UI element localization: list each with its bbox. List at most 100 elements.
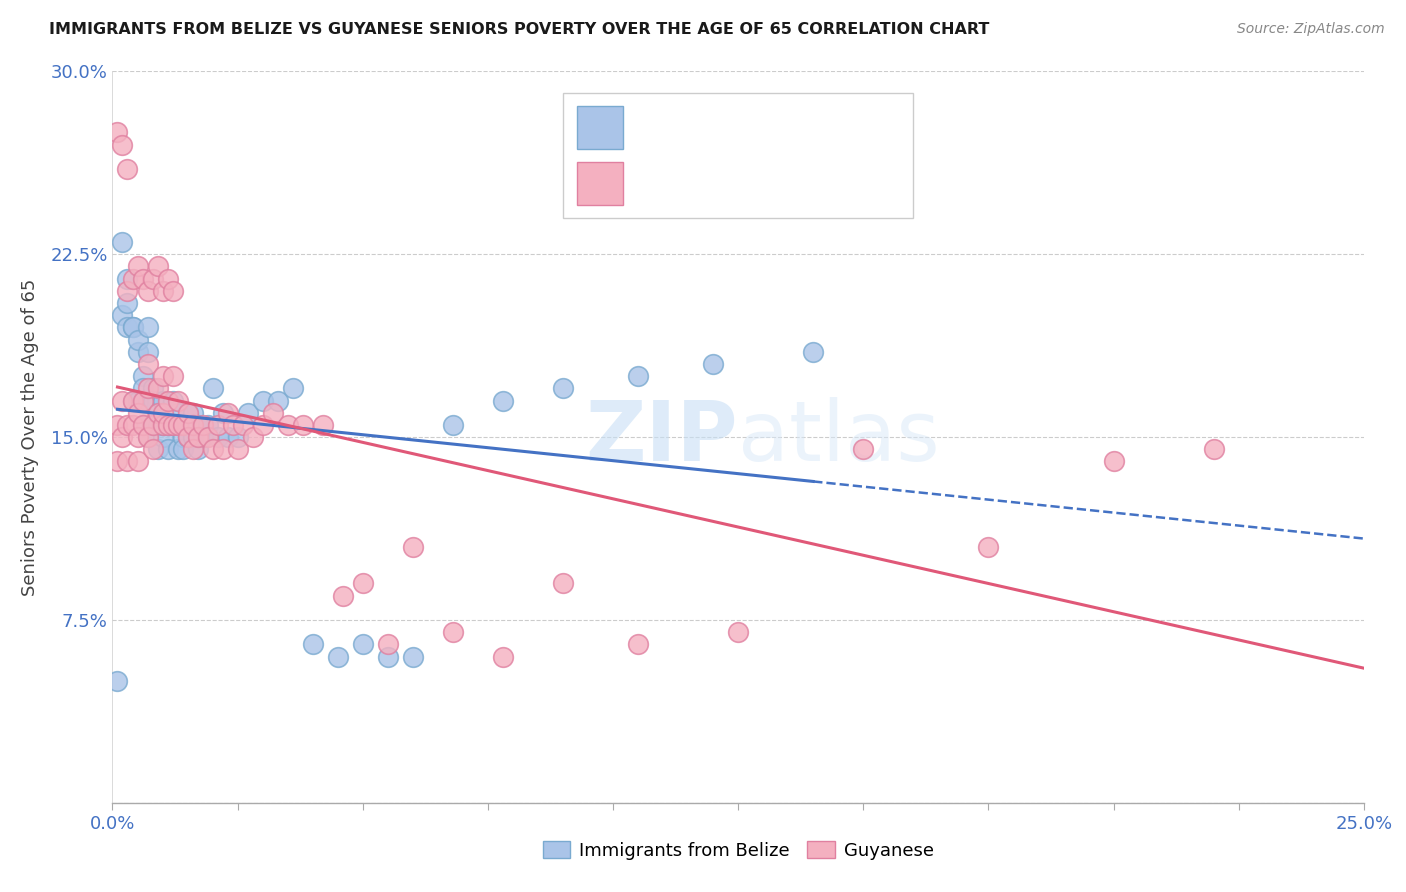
Point	[146, 406, 169, 420]
Point	[197, 417, 219, 432]
Point	[312, 417, 335, 432]
Point	[152, 369, 174, 384]
Point	[166, 393, 188, 408]
Point	[332, 589, 354, 603]
Point	[176, 406, 198, 420]
Point	[242, 430, 264, 444]
Point	[127, 260, 149, 274]
Point	[117, 296, 139, 310]
Point	[207, 417, 229, 432]
Point	[141, 417, 163, 432]
Point	[377, 649, 399, 664]
Text: ZIP: ZIP	[586, 397, 738, 477]
Point	[166, 406, 188, 420]
Point	[146, 406, 169, 420]
Point	[162, 393, 184, 408]
Point	[352, 576, 374, 591]
Point	[146, 417, 169, 432]
Point	[301, 637, 323, 651]
Point	[111, 430, 134, 444]
Point	[152, 393, 174, 408]
Y-axis label: Seniors Poverty Over the Age of 65: Seniors Poverty Over the Age of 65	[21, 278, 39, 596]
Point	[377, 637, 399, 651]
Point	[111, 235, 134, 249]
Point	[181, 417, 204, 432]
Point	[146, 442, 169, 457]
Point	[176, 430, 198, 444]
Point	[852, 442, 875, 457]
Text: IMMIGRANTS FROM BELIZE VS GUYANESE SENIORS POVERTY OVER THE AGE OF 65 CORRELATIO: IMMIGRANTS FROM BELIZE VS GUYANESE SENIO…	[49, 22, 990, 37]
Point	[136, 357, 159, 371]
Point	[107, 125, 129, 139]
Point	[172, 430, 194, 444]
Point	[127, 333, 149, 347]
Point	[121, 393, 143, 408]
Point	[141, 271, 163, 285]
Point	[136, 320, 159, 334]
Point	[127, 454, 149, 468]
Point	[131, 393, 153, 408]
Point	[217, 406, 239, 420]
Point	[226, 442, 249, 457]
Point	[627, 369, 650, 384]
Point	[252, 417, 274, 432]
Point	[277, 417, 299, 432]
Point	[136, 284, 159, 298]
Point	[107, 417, 129, 432]
Point	[162, 284, 184, 298]
Point	[181, 406, 204, 420]
Point	[156, 417, 179, 432]
Point	[232, 417, 254, 432]
Point	[136, 430, 159, 444]
Point	[127, 406, 149, 420]
Legend: Immigrants from Belize, Guyanese: Immigrants from Belize, Guyanese	[536, 834, 941, 867]
Point	[141, 417, 163, 432]
Point	[201, 442, 224, 457]
Point	[121, 320, 143, 334]
Point	[156, 417, 179, 432]
Point	[156, 393, 179, 408]
Point	[191, 417, 214, 432]
Point	[166, 417, 188, 432]
Point	[131, 417, 153, 432]
Point	[172, 417, 194, 432]
Point	[352, 637, 374, 651]
Point	[136, 430, 159, 444]
Point	[551, 381, 574, 395]
Point	[166, 417, 188, 432]
Point	[551, 576, 574, 591]
Point	[156, 271, 179, 285]
Point	[187, 430, 209, 444]
Point	[281, 381, 304, 395]
Point	[162, 417, 184, 432]
Point	[121, 417, 143, 432]
Point	[117, 284, 139, 298]
Point	[111, 308, 134, 322]
Point	[211, 406, 233, 420]
Point	[207, 430, 229, 444]
Point	[226, 430, 249, 444]
Point	[131, 417, 153, 432]
Point	[121, 271, 143, 285]
Point	[156, 417, 179, 432]
Point	[127, 430, 149, 444]
Point	[176, 406, 198, 420]
Point	[197, 430, 219, 444]
Point	[291, 417, 314, 432]
Point	[136, 344, 159, 359]
Point	[236, 406, 259, 420]
Point	[141, 393, 163, 408]
Point	[402, 540, 425, 554]
Point	[1102, 454, 1125, 468]
Point	[211, 442, 233, 457]
Text: Source: ZipAtlas.com: Source: ZipAtlas.com	[1237, 22, 1385, 37]
Point	[117, 417, 139, 432]
Point	[627, 637, 650, 651]
Point	[152, 417, 174, 432]
Point	[702, 357, 724, 371]
Point	[252, 393, 274, 408]
Point	[492, 649, 515, 664]
Point	[111, 393, 134, 408]
Text: atlas: atlas	[738, 397, 939, 477]
Point	[217, 430, 239, 444]
